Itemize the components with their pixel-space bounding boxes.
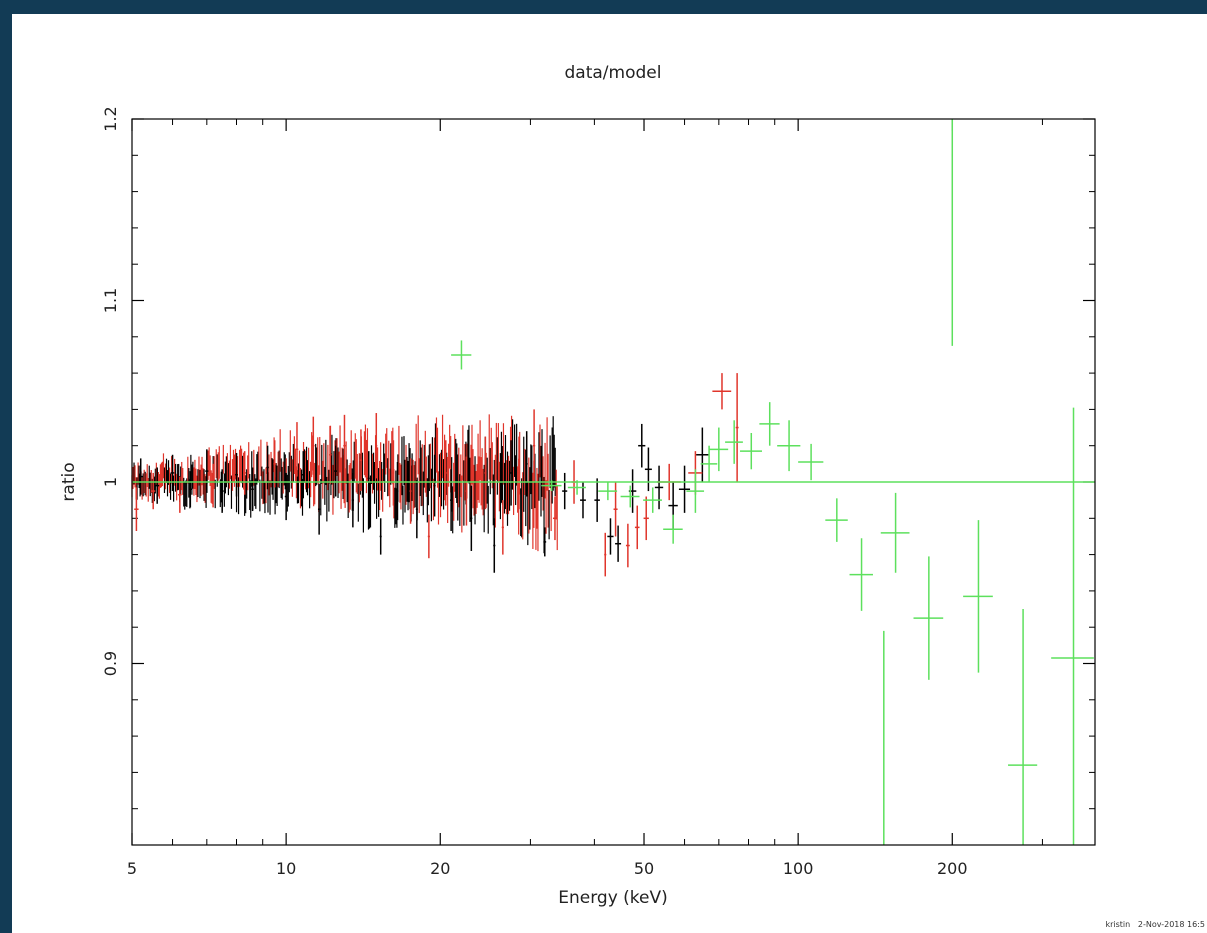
x-tick-label: 20 (430, 859, 450, 878)
y-tick-label: 0.9 (101, 651, 120, 676)
footer-date: 2-Nov-2018 16:5 (1137, 920, 1205, 929)
x-tick-label: 50 (634, 859, 654, 878)
data-points (131, 119, 1095, 845)
chart-title: data/model (565, 63, 662, 83)
x-axis-label: Energy (keV) (558, 888, 668, 908)
x-tick-label: 10 (276, 859, 296, 878)
footer-user: kristin (1105, 920, 1131, 929)
y-axis-label: ratio (59, 462, 79, 501)
plot-window: data/model Energy (keV) ratio 5 10 20 50 100… (12, 14, 1207, 933)
y-tick-label: 1 (101, 477, 120, 487)
x-tick-label: 100 (783, 859, 814, 878)
y-tick-label: 1.2 (101, 106, 120, 131)
plot-frame (131, 118, 1096, 846)
ratio-plot: data/model Energy (keV) ratio 5 10 20 50 100… (59, 63, 1096, 908)
axes: 5 10 20 50 100 200 0.9 1 1.1 1.2 (101, 106, 1095, 878)
x-tick-label: 200 (937, 859, 968, 878)
y-tick-label: 1.1 (101, 288, 120, 313)
footer-stamp: kristin 2-Nov-2018 16:5 (1105, 920, 1205, 929)
x-tick-label: 5 (127, 859, 137, 878)
